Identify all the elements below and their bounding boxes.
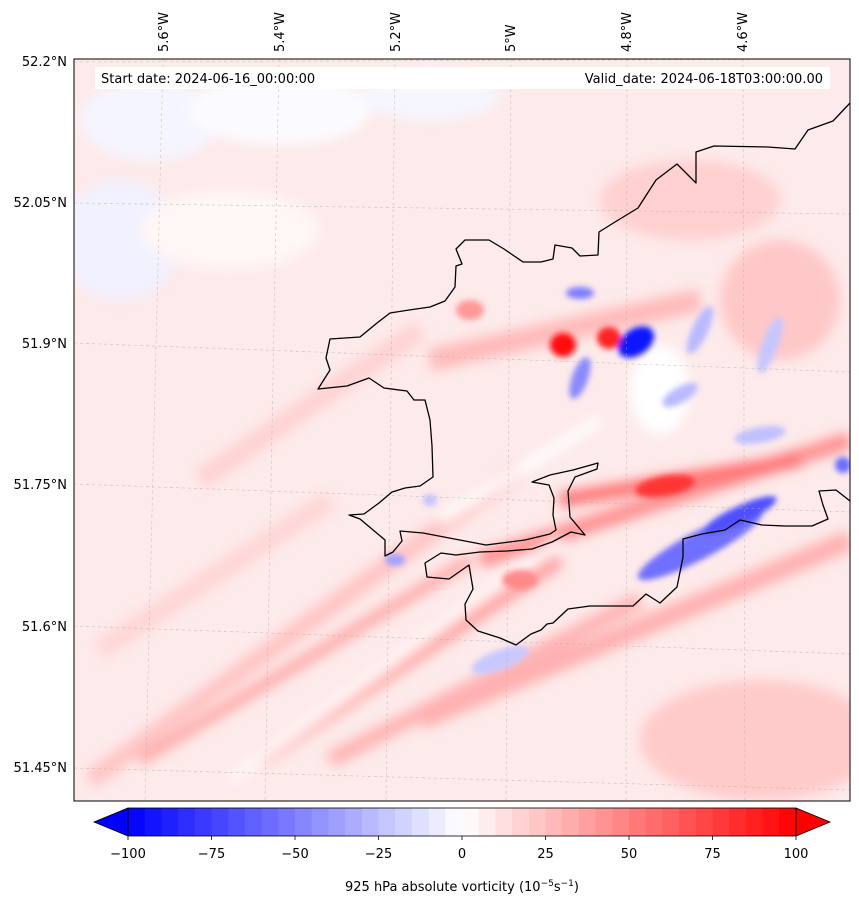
colorbar-block [695, 808, 713, 836]
latitude-labels: 52.2°N 52.05°N 51.9°N 51.75°N 51.6°N 51.… [14, 55, 67, 776]
colorbar-block [528, 808, 546, 836]
colorbar-tick-label: −25 [365, 847, 392, 862]
colorbar-block [595, 808, 613, 836]
colorbar-block [228, 808, 246, 836]
colorbar-block [629, 808, 647, 836]
valid-date-label: Valid_date: 2024-06-18T03:00:00.00 [585, 72, 823, 87]
colorbar-block [161, 808, 179, 836]
colorbar-block [428, 808, 446, 836]
colorbar-extend-left [92, 807, 129, 837]
colorbar-label-close: ) [574, 880, 579, 895]
colorbar-block [194, 808, 212, 836]
gridlines [74, 59, 850, 801]
colorbar-block [512, 808, 530, 836]
colorbar-block [495, 808, 513, 836]
colorbar-tick-label: 50 [621, 847, 638, 862]
colorbar-block [745, 808, 763, 836]
colorbar-block [729, 808, 747, 836]
colorbar-label-unit: s [554, 880, 561, 895]
lat-label-2: 52.05°N [14, 196, 67, 211]
colorbar-block [478, 808, 496, 836]
map-frame [73, 58, 851, 802]
start-date-label: Start date: 2024-06-16_00:00:00 [101, 72, 315, 87]
colorbar-block [178, 808, 196, 836]
colorbar-block [712, 808, 730, 836]
colorbar-block [578, 808, 596, 836]
colorbar-block [462, 808, 480, 836]
colorbar-block [445, 808, 463, 836]
colorbar-block [244, 808, 262, 836]
colorbar-tick-label: 100 [784, 847, 809, 862]
colorbar-block [679, 808, 697, 836]
colorbar: −100 −75 −50 −25 0 25 50 75 100 925 hPa absolute… [92, 807, 832, 895]
colorbar-label-exp2: −1 [561, 879, 574, 889]
colorbar-ticks: −100 −75 −50 −25 0 25 50 75 100 [110, 836, 808, 862]
lon-label-4: 5°W [504, 24, 519, 52]
colorbar-block [328, 808, 346, 836]
colorbar-block [261, 808, 279, 836]
colorbar-block [278, 808, 296, 836]
lon-label-2: 5.4°W [273, 12, 288, 52]
colorbar-block [345, 808, 363, 836]
lat-label-3: 51.9°N [22, 337, 67, 352]
colorbar-block [779, 808, 797, 836]
colorbar-block [395, 808, 413, 836]
lat-label-1: 52.2°N [22, 55, 67, 70]
colorbar-block [645, 808, 663, 836]
colorbar-block [295, 808, 313, 836]
colorbar-label-exp1: −5 [541, 879, 554, 889]
lat-label-4: 51.75°N [14, 478, 67, 493]
colorbar-blocks [128, 808, 797, 836]
colorbar-tick-label: 0 [458, 847, 466, 862]
longitude-labels: 5.6°W 5.4°W 5.2°W 5°W 4.8°W 4.6°W [157, 12, 751, 52]
colorbar-tick-label: −50 [281, 847, 308, 862]
colorbar-block [562, 808, 580, 836]
lon-label-3: 5.2°W [389, 12, 404, 52]
colorbar-block [411, 808, 429, 836]
colorbar-label: 925 hPa absolute vorticity (10−5s−1) [345, 879, 579, 895]
coastline [317, 102, 850, 646]
lat-label-6: 51.45°N [14, 761, 67, 776]
lon-label-1: 5.6°W [157, 12, 172, 52]
colorbar-block [144, 808, 162, 836]
colorbar-label-main: 925 hPa absolute vorticity (10 [345, 880, 541, 895]
colorbar-tick-label: 75 [704, 847, 721, 862]
colorbar-block [211, 808, 229, 836]
colorbar-block [378, 808, 396, 836]
vorticity-field [74, 59, 850, 801]
colorbar-block [311, 808, 329, 836]
colorbar-block [361, 808, 379, 836]
colorbar-tick-label: 25 [537, 847, 554, 862]
colorbar-tick-label: −75 [198, 847, 225, 862]
colorbar-block [662, 808, 680, 836]
lat-label-5: 51.6°N [22, 620, 67, 635]
lon-label-5: 4.8°W [620, 12, 635, 52]
colorbar-block [545, 808, 563, 836]
colorbar-tick-label: −100 [110, 847, 146, 862]
colorbar-block [128, 808, 146, 836]
colorbar-extend-right [795, 807, 832, 837]
colorbar-block [762, 808, 780, 836]
date-banner [95, 67, 830, 89]
lon-label-6: 4.6°W [736, 12, 751, 52]
colorbar-block [612, 808, 630, 836]
